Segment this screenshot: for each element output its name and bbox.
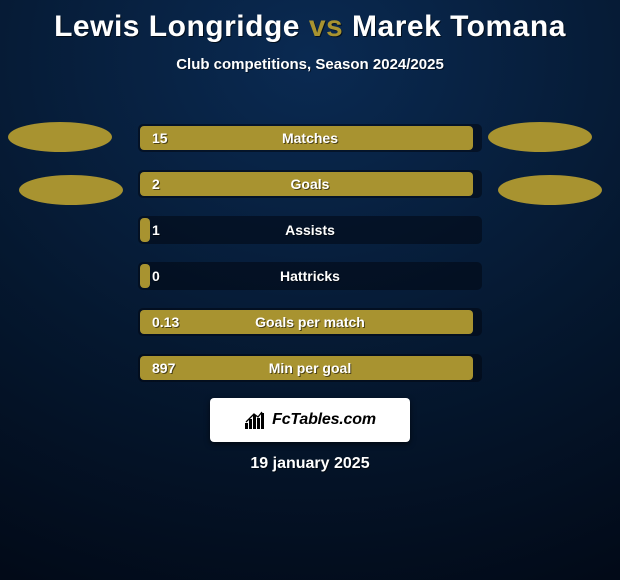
subtitle: Club competitions, Season 2024/2025 [0, 56, 620, 73]
page-title: Lewis Longridge vs Marek Tomana [0, 0, 620, 44]
silhouette-ellipse [8, 122, 112, 152]
silhouette-ellipse [498, 175, 602, 205]
stat-bar-label: Min per goal [138, 354, 482, 382]
stat-bar-label: Hattricks [138, 262, 482, 290]
stat-bar-label: Goals per match [138, 308, 482, 336]
stat-bar: Matches15 [138, 124, 482, 152]
brand-text: FcTables.com [272, 411, 376, 429]
stat-bar-label: Goals [138, 170, 482, 198]
stat-bar-value: 2 [152, 170, 160, 198]
title-player1: Lewis Longridge [54, 10, 300, 43]
silhouette-ellipse [19, 175, 123, 205]
stat-bar: Goals2 [138, 170, 482, 198]
stat-bar: Assists1 [138, 216, 482, 244]
silhouette-ellipse [488, 122, 592, 152]
stat-bar: Hattricks0 [138, 262, 482, 290]
stat-bar-value: 1 [152, 216, 160, 244]
brand-icon [244, 411, 266, 429]
stat-bar: Min per goal897 [138, 354, 482, 382]
stat-bar-label: Matches [138, 124, 482, 152]
stat-bar-value: 897 [152, 354, 175, 382]
stat-bar-value: 15 [152, 124, 168, 152]
stat-bar: Goals per match0.13 [138, 308, 482, 336]
stat-bar-value: 0 [152, 262, 160, 290]
date-line: 19 january 2025 [0, 455, 620, 473]
title-vs: vs [309, 10, 343, 43]
stat-bar-value: 0.13 [152, 308, 179, 336]
title-player2: Marek Tomana [352, 10, 566, 43]
stat-bar-label: Assists [138, 216, 482, 244]
brand-badge: FcTables.com [210, 398, 410, 442]
